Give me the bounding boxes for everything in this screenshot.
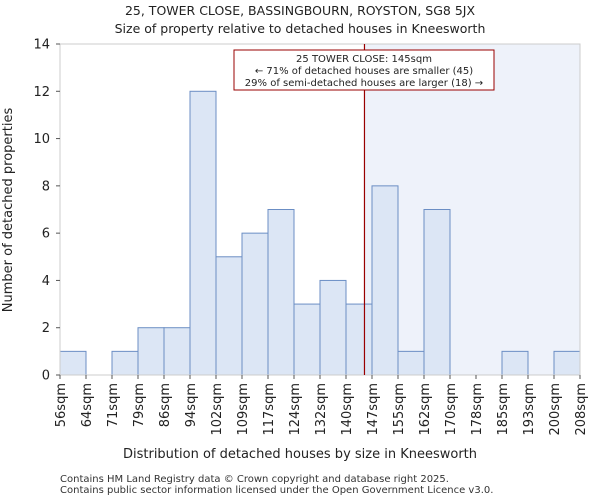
x-axis-label: Distribution of detached houses by size … xyxy=(123,447,477,462)
bar xyxy=(397,350,425,376)
x-tick-label: 208sqm xyxy=(574,383,589,436)
x-tick-label: 124sqm xyxy=(288,383,303,436)
x-tick-label: 117sqm xyxy=(262,383,277,436)
bar xyxy=(59,350,87,376)
x-tick-label: 178sqm xyxy=(470,383,485,436)
y-tick-label: 4 xyxy=(42,274,50,289)
annotation-box: 25 TOWER CLOSE: 145sqm ← 71% of detached… xyxy=(233,49,495,91)
x-tick-label: 147sqm xyxy=(366,383,381,436)
bar xyxy=(137,327,165,376)
chart-subtitle: Size of property relative to detached ho… xyxy=(115,21,486,36)
annotation-line-1: 25 TOWER CLOSE: 145sqm xyxy=(296,54,432,65)
x-tick-label: 140sqm xyxy=(340,383,355,436)
x-tick-label: 162sqm xyxy=(418,383,433,436)
y-tick-label: 0 xyxy=(42,369,50,384)
bar xyxy=(501,350,529,376)
y-tick-label: 12 xyxy=(33,85,50,100)
larger-region-highlight xyxy=(364,44,580,375)
bar xyxy=(111,350,139,376)
y-tick-label: 2 xyxy=(42,321,50,336)
x-tick-label: 86sqm xyxy=(158,383,173,427)
y-tick-label: 6 xyxy=(42,227,50,242)
y-tick-label: 14 xyxy=(33,38,50,53)
y-axis-label: Number of detached properties xyxy=(1,108,16,313)
bar xyxy=(553,350,581,376)
x-tick-label: 56sqm xyxy=(54,383,69,427)
bar xyxy=(371,185,399,376)
x-tick-label: 193sqm xyxy=(522,383,537,436)
x-tick-label: 64sqm xyxy=(80,383,95,427)
bar xyxy=(319,279,347,376)
x-tick-label: 102sqm xyxy=(210,383,225,436)
x-tick-label: 109sqm xyxy=(236,383,251,436)
bar xyxy=(267,209,295,376)
x-tick-label: 155sqm xyxy=(392,383,407,436)
bar xyxy=(215,256,243,376)
x-tick-label: 170sqm xyxy=(444,383,459,436)
annotation-line-3: 29% of semi-detached houses are larger (… xyxy=(245,78,483,89)
bar xyxy=(423,209,451,376)
x-tick-label: 94sqm xyxy=(184,383,199,427)
x-tick-label: 71sqm xyxy=(106,383,121,427)
annotation-line-2: ← 71% of detached houses are smaller (45… xyxy=(255,66,473,77)
bar xyxy=(345,303,373,376)
x-tick-label: 200sqm xyxy=(548,383,563,436)
footer-line-2: Contains public sector information licen… xyxy=(60,485,494,496)
bar xyxy=(241,232,269,376)
bar xyxy=(293,303,321,376)
x-tick-label: 185sqm xyxy=(496,383,511,436)
y-tick-label: 10 xyxy=(33,132,50,147)
bar xyxy=(189,90,217,376)
bar xyxy=(163,327,191,376)
footer-line-1: Contains HM Land Registry data © Crown c… xyxy=(60,474,449,485)
x-tick-label: 79sqm xyxy=(132,383,147,427)
x-tick-label: 132sqm xyxy=(314,383,329,436)
chart-title: 25, TOWER CLOSE, BASSINGBOURN, ROYSTON, … xyxy=(125,3,476,18)
y-tick-label: 8 xyxy=(42,179,50,194)
